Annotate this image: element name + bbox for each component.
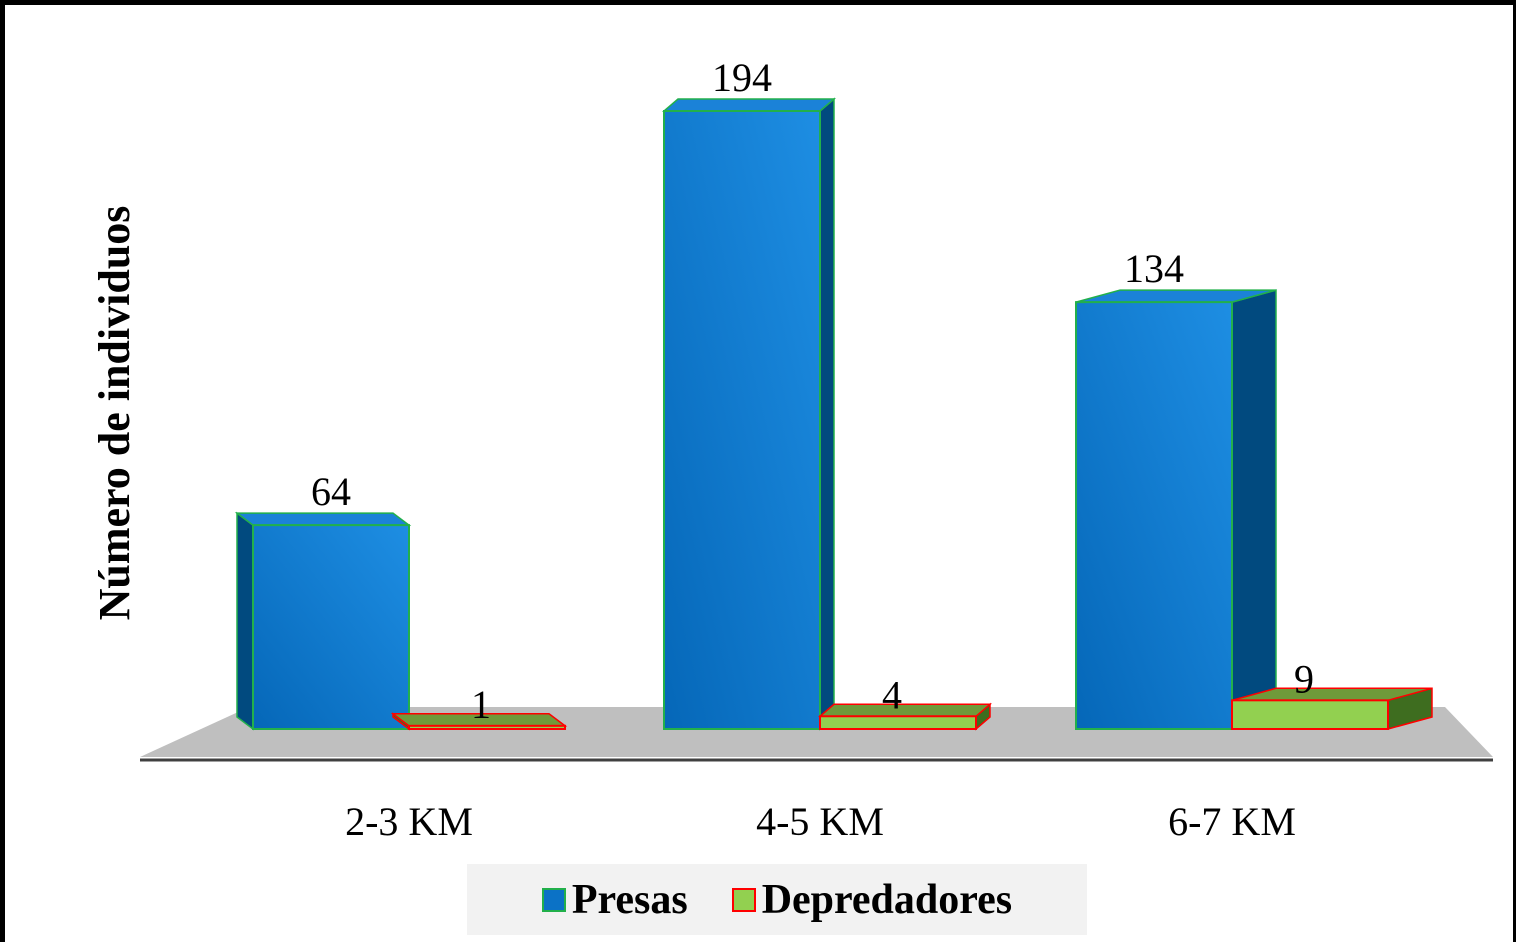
bar-depredadores-3 bbox=[1231, 687, 1433, 730]
bar-side-face bbox=[819, 97, 835, 731]
bar-depredadores-1 bbox=[390, 712, 568, 731]
bar-top-face bbox=[234, 512, 412, 526]
data-label-depredadores-2: 4 bbox=[882, 672, 902, 717]
legend: Presas Depredadores bbox=[467, 864, 1087, 935]
x-tick-label-2: 4-5 KM bbox=[756, 799, 884, 844]
bar-front-face bbox=[1075, 301, 1233, 730]
legend-label-depredadores: Depredadores bbox=[761, 876, 1013, 923]
bar-top-face bbox=[817, 703, 993, 718]
bar-front-face bbox=[819, 715, 977, 731]
x-tick-label-3: 6-7 KM bbox=[1168, 799, 1296, 844]
bar-top-face bbox=[661, 98, 837, 112]
legend-item-depredadores: Depredadores bbox=[731, 876, 1013, 924]
data-label-depredadores-3: 9 bbox=[1294, 656, 1314, 701]
legend-label-presas: Presas bbox=[571, 876, 688, 923]
bar-presas-1 bbox=[234, 511, 412, 731]
bar-presas-3 bbox=[1075, 289, 1277, 730]
legend-swatch-presas bbox=[541, 887, 566, 912]
bar-front-face bbox=[252, 524, 410, 730]
bar-chart: 64 1 194 4 134 9 2-3 KM 4-5 KM 6-7 KM Número de … bbox=[90, 55, 1493, 844]
y-axis-label: Número de individuos bbox=[90, 206, 139, 621]
bar-side-face bbox=[1231, 289, 1277, 730]
bar-front-face bbox=[408, 724, 566, 731]
bar-front-face bbox=[1231, 699, 1389, 730]
bar-front-face bbox=[663, 110, 821, 730]
x-tick-label-1: 2-3 KM bbox=[345, 799, 473, 844]
legend-swatch-depredadores bbox=[731, 887, 756, 912]
bar-presas-2 bbox=[661, 97, 837, 731]
data-label-presas-1: 64 bbox=[311, 469, 351, 514]
bar-side-face bbox=[236, 511, 254, 731]
bar-depredadores-2 bbox=[817, 702, 993, 731]
legend-item-presas: Presas bbox=[541, 876, 688, 924]
data-label-depredadores-1: 1 bbox=[471, 682, 491, 727]
data-label-presas-3: 134 bbox=[1124, 246, 1184, 291]
data-label-presas-2: 194 bbox=[712, 55, 772, 100]
